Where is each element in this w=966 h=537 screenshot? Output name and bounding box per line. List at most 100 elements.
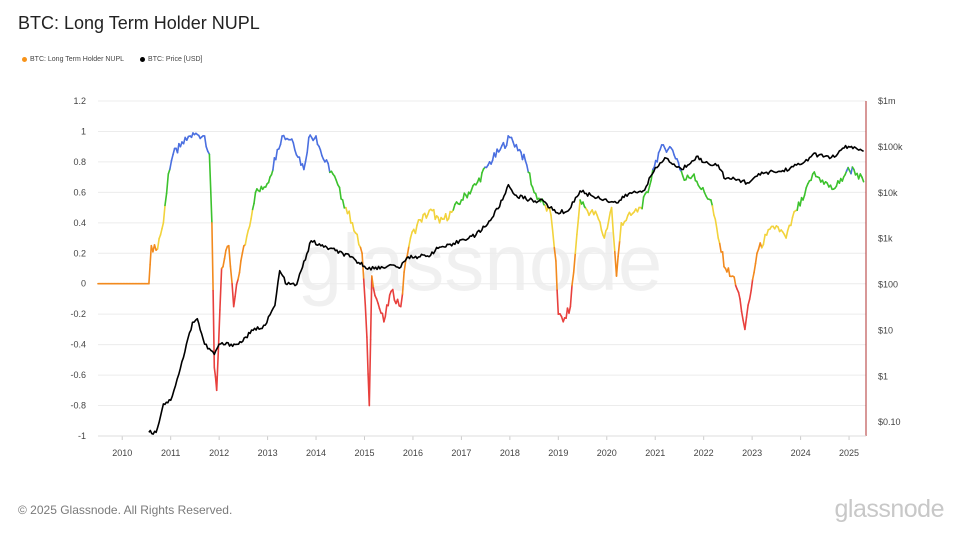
nupl-segment [327,162,331,174]
nupl-segment [572,252,577,274]
nupl-segment [607,211,612,222]
nupl-segment [176,142,180,154]
nupl-segment [338,186,342,200]
x-tick-label: 2013 [258,448,278,458]
nupl-segment [212,289,216,369]
nupl-segment [617,239,621,258]
nupl-segment [156,237,160,250]
nupl-segment [366,336,369,375]
nupl-segment [315,135,319,146]
nupl-segment [653,159,657,168]
nupl-segment [251,202,255,211]
nupl-segment [162,204,166,224]
nupl-segment [246,229,249,238]
axes: 1.2 1 0.8 0.6 0.4 0.2 0 -0.2 -0.4 -0.6 -0.8 -1 $1m $1… [70,96,903,458]
x-tick-label: 2021 [645,448,665,458]
nupl-segment [215,350,220,392]
nupl-segment [753,262,757,274]
x-tick-label: 2011 [161,448,180,458]
nupl-segment [241,245,245,254]
x-tick-label: 2016 [403,448,423,458]
nupl-segment [718,242,722,253]
nupl-segment [208,153,212,191]
y-right-tick-label: $1m [878,96,896,106]
nupl-segment [293,148,298,156]
nupl-segment [401,271,405,295]
nupl-segment [391,288,396,301]
x-tick-label: 2020 [597,448,617,458]
nupl-segment [248,217,252,227]
nupl-segment [211,222,214,292]
nupl-segment [356,233,360,246]
nupl-segment [791,211,795,219]
copyright-footer: © 2025 Glassnode. All Rights Reserved. [18,503,233,517]
price-line [148,144,864,435]
nupl-segment [577,199,581,219]
y-left-tick-label: -0.4 [70,340,86,350]
nupl-segment [505,135,510,147]
nupl-segment [267,176,271,184]
nupl-segment [298,156,302,166]
nupl-segment [745,304,749,319]
nupl-segment [715,227,720,239]
y-left-tick-label: 0 [81,279,86,289]
nupl-segment [148,263,151,285]
nupl-segment [209,188,213,224]
nupl-segment [396,298,401,307]
nupl-segment [172,147,176,156]
nupl-segment [169,159,173,170]
x-tick-label: 2019 [548,448,568,458]
legend-swatch-nupl [22,57,27,62]
nupl-segment [802,194,806,201]
legend-item-price[interactable]: BTC: Price [USD] [140,56,202,63]
nupl-segment [523,153,527,162]
nupl-segment [377,302,381,310]
nupl-segment [790,216,794,227]
brand-logo: glassnode [834,495,945,523]
y-left-tick-label: -1 [78,431,86,441]
nupl-segment [164,192,168,207]
nupl-segment [351,222,355,232]
nupl-segment [603,230,607,239]
nupl-segment [531,186,535,194]
nupl-segment [420,213,425,223]
nupl-segment [203,135,207,148]
nupl-segment [555,260,558,292]
nupl-segment [861,176,865,183]
nupl-segment [362,278,367,306]
nupl-segment [348,210,352,224]
nupl-segment [647,185,651,194]
price-series [148,144,864,435]
nupl-segment [727,267,731,278]
nupl-segment [161,222,165,230]
y-left-tick-label: 1 [81,126,86,136]
nupl-segment [306,136,310,154]
nupl-segment [383,315,387,323]
nupl-segment [711,205,715,216]
nupl-segment [167,168,171,175]
nupl-segment [762,233,766,246]
nupl-segment [576,217,580,236]
legend-label-nupl: BTC: Long Term Holder NUPL [30,56,125,63]
nupl-segment [414,224,418,235]
nupl-segment [444,213,449,222]
nupl-segment [569,284,573,308]
nupl-segment [341,199,346,209]
x-tick-label: 2012 [209,448,229,458]
nupl-segment [368,338,372,407]
nupl-segment [744,316,748,331]
nupl-segment [452,203,456,211]
nupl-segment [714,218,718,230]
x-tick-label: 2025 [839,448,859,458]
nupl-segment [717,237,721,245]
nupl-segment [606,219,610,230]
nupl-segment [641,196,645,210]
legend-item-nupl[interactable]: BTC: Long Term Holder NUPL [22,56,124,63]
nupl-segment [525,164,530,173]
nupl-segment [149,244,153,266]
nupl-segment [494,148,498,158]
nupl-segment [786,224,791,232]
nupl-segment [370,275,375,289]
nupl-segment [384,304,388,318]
nupl-segment [222,257,226,268]
